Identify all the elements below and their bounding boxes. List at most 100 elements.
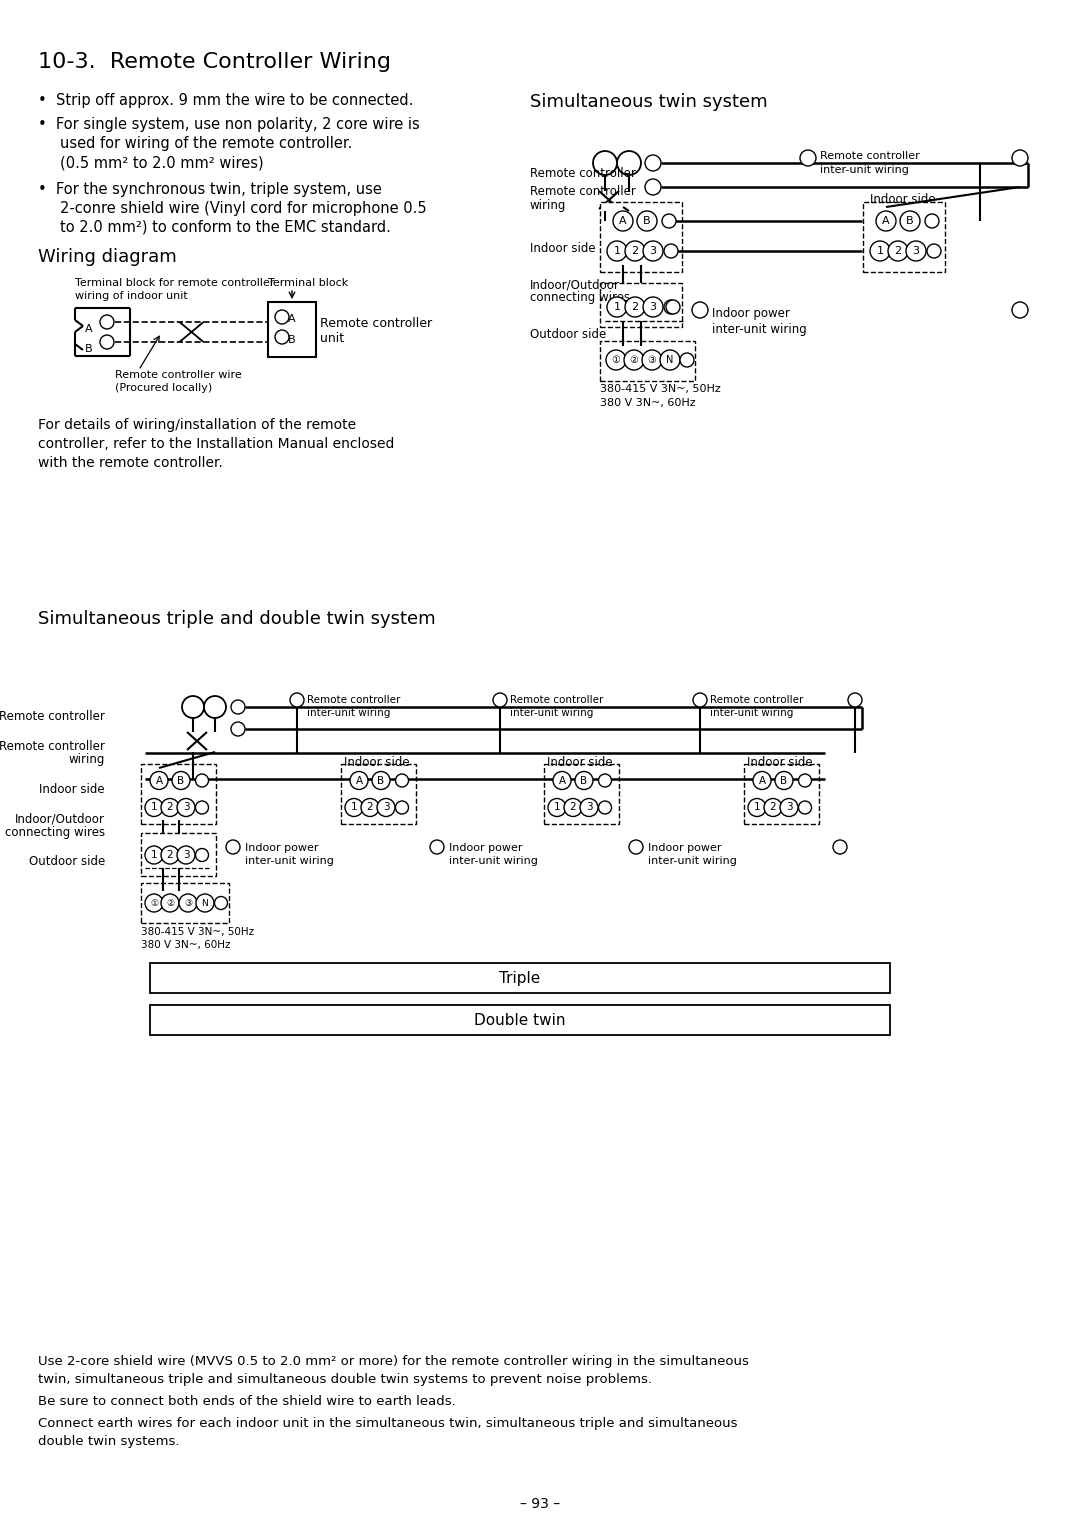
Circle shape: [195, 775, 208, 787]
Text: 1: 1: [151, 849, 158, 860]
Circle shape: [643, 297, 663, 317]
Text: unit: unit: [320, 332, 345, 345]
Circle shape: [372, 772, 390, 790]
Text: Indoor power: Indoor power: [648, 843, 721, 852]
Text: For details of wiring/installation of the remote: For details of wiring/installation of th…: [38, 418, 356, 432]
Text: B: B: [85, 345, 93, 354]
Circle shape: [629, 840, 643, 854]
Text: Indoor power: Indoor power: [712, 307, 789, 320]
Text: 2: 2: [569, 802, 577, 813]
Bar: [150, 962, 890, 993]
Text: Remote controller: Remote controller: [710, 695, 804, 705]
Text: 3: 3: [183, 802, 189, 813]
Text: ③: ③: [184, 898, 192, 907]
Bar: [605, 236, 675, 265]
Text: inter-unit wiring: inter-unit wiring: [449, 856, 538, 866]
Bar: [600, 342, 696, 381]
Text: B: B: [644, 217, 651, 226]
Bar: [748, 795, 812, 820]
Circle shape: [598, 801, 611, 814]
Circle shape: [161, 846, 179, 865]
Text: Simultaneous triple and double twin system: Simultaneous triple and double twin syst…: [38, 610, 435, 628]
Text: wiring of indoor unit: wiring of indoor unit: [75, 291, 188, 300]
Circle shape: [226, 840, 240, 854]
Text: Terminal block for remote controller: Terminal block for remote controller: [75, 278, 274, 288]
Text: 3: 3: [649, 246, 657, 256]
Circle shape: [780, 799, 798, 816]
Circle shape: [692, 302, 708, 319]
Text: Indoor/Outdoor: Indoor/Outdoor: [15, 813, 105, 827]
Text: A: A: [288, 314, 296, 323]
Text: wiring: wiring: [530, 198, 566, 212]
Text: A: A: [558, 776, 566, 785]
Text: 2-conre shield wire (Vinyl cord for microphone 0.5: 2-conre shield wire (Vinyl cord for micr…: [60, 201, 427, 217]
Circle shape: [553, 772, 571, 790]
Circle shape: [215, 897, 228, 909]
Text: (0.5 mm² to 2.0 mm² wires): (0.5 mm² to 2.0 mm² wires): [60, 156, 264, 169]
Bar: [605, 207, 675, 235]
Text: inter-unit wiring: inter-unit wiring: [307, 708, 390, 718]
Bar: [863, 201, 945, 271]
Circle shape: [100, 316, 114, 329]
Text: Remote controller: Remote controller: [0, 740, 105, 753]
Bar: [744, 764, 819, 824]
Text: Connect earth wires for each indoor unit in the simultaneous twin, simultaneous : Connect earth wires for each indoor unit…: [38, 1417, 738, 1430]
Circle shape: [275, 310, 289, 323]
Text: Remote controller: Remote controller: [820, 151, 920, 162]
Text: 380 V 3N~, 60Hz: 380 V 3N~, 60Hz: [141, 939, 230, 950]
Text: 2: 2: [166, 802, 173, 813]
Text: inter-unit wiring: inter-unit wiring: [710, 708, 794, 718]
Circle shape: [361, 799, 379, 816]
Text: 1: 1: [554, 802, 561, 813]
Bar: [605, 346, 683, 374]
Text: Indoor side: Indoor side: [548, 756, 612, 769]
Text: Indoor side: Indoor side: [530, 242, 596, 255]
Text: Remote controller: Remote controller: [307, 695, 401, 705]
Bar: [141, 764, 216, 824]
Circle shape: [100, 336, 114, 349]
Circle shape: [161, 799, 179, 816]
Circle shape: [617, 151, 642, 175]
Circle shape: [1012, 302, 1028, 319]
Text: Wiring diagram: Wiring diagram: [38, 249, 177, 265]
Text: Triple: Triple: [499, 971, 541, 987]
Bar: [600, 284, 681, 326]
Circle shape: [753, 772, 771, 790]
Circle shape: [177, 846, 195, 865]
Circle shape: [660, 351, 680, 371]
Text: 3: 3: [585, 802, 592, 813]
Circle shape: [625, 297, 645, 317]
Circle shape: [607, 241, 627, 261]
Text: •  For single system, use non polarity, 2 core wire is: • For single system, use non polarity, 2…: [38, 117, 420, 133]
Circle shape: [492, 692, 507, 708]
Circle shape: [800, 149, 816, 166]
Text: wiring: wiring: [69, 753, 105, 766]
Text: controller, refer to the Installation Manual enclosed: controller, refer to the Installation Ma…: [38, 438, 394, 451]
Text: Simultaneous twin system: Simultaneous twin system: [530, 93, 768, 111]
Circle shape: [645, 156, 661, 171]
Bar: [868, 207, 939, 235]
Text: N: N: [666, 355, 674, 364]
Text: B: B: [177, 776, 185, 785]
Text: 1: 1: [613, 302, 621, 313]
Text: – 93 –: – 93 –: [519, 1498, 561, 1511]
Text: B: B: [781, 776, 787, 785]
Circle shape: [666, 300, 680, 314]
Circle shape: [876, 210, 896, 230]
Text: 1: 1: [754, 802, 760, 813]
Text: Remote controller: Remote controller: [530, 168, 636, 180]
Circle shape: [888, 241, 908, 261]
Circle shape: [927, 244, 941, 258]
Circle shape: [1012, 149, 1028, 166]
Text: ①: ①: [150, 898, 158, 907]
Bar: [544, 764, 619, 824]
Text: Indoor power: Indoor power: [245, 843, 319, 852]
Text: Remote controller: Remote controller: [0, 711, 105, 723]
Text: connecting wires: connecting wires: [530, 291, 630, 303]
Text: •  For the synchronous twin, triple system, use: • For the synchronous twin, triple syste…: [38, 181, 382, 197]
Text: 1: 1: [877, 246, 883, 256]
Circle shape: [231, 700, 245, 714]
Text: 380 V 3N~, 60Hz: 380 V 3N~, 60Hz: [600, 398, 696, 409]
Text: Outdoor side: Outdoor side: [530, 328, 606, 342]
Bar: [145, 795, 210, 820]
